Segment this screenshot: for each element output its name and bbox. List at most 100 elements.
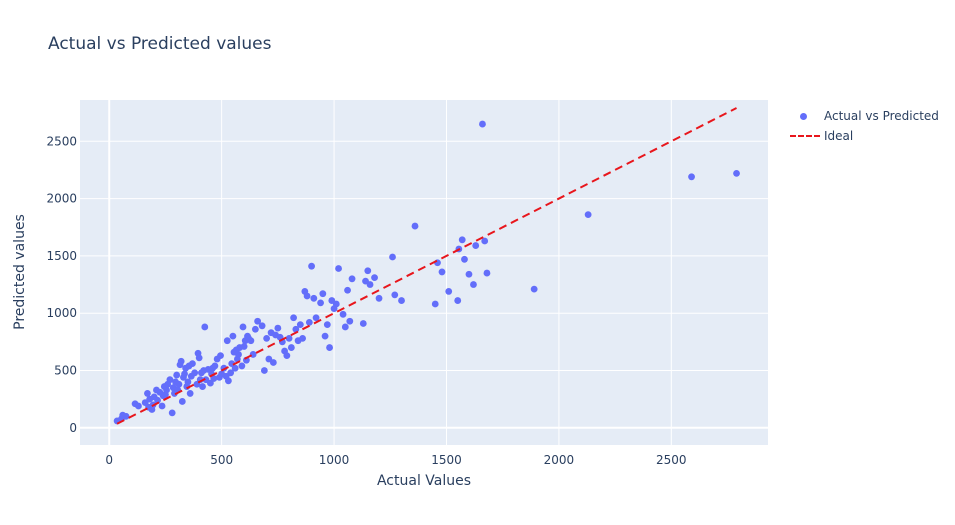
data-point bbox=[303, 292, 311, 300]
data-point bbox=[251, 325, 259, 333]
data-point bbox=[229, 332, 237, 340]
data-point bbox=[163, 386, 170, 394]
data-point bbox=[332, 300, 340, 308]
data-point bbox=[283, 352, 291, 359]
data-point bbox=[326, 344, 333, 351]
y-tick-label: 1000 bbox=[46, 306, 77, 320]
data-point bbox=[389, 253, 396, 261]
data-point bbox=[391, 291, 399, 299]
legend-item-ideal[interactable]: Ideal bbox=[790, 126, 939, 146]
data-point bbox=[231, 364, 239, 372]
data-point bbox=[375, 294, 383, 302]
data-point bbox=[431, 300, 439, 308]
data-point bbox=[733, 169, 740, 177]
data-point bbox=[168, 409, 176, 417]
data-point bbox=[465, 270, 473, 278]
data-point bbox=[454, 297, 462, 304]
data-point bbox=[195, 354, 203, 362]
legend-label-actual: Actual vs Predicted bbox=[824, 109, 939, 123]
y-tick-label: 500 bbox=[54, 363, 77, 377]
data-point bbox=[258, 322, 266, 330]
x-tick-label: 1000 bbox=[319, 453, 350, 467]
legend[interactable]: Actual vs Predicted Ideal bbox=[790, 106, 939, 146]
data-point bbox=[348, 275, 356, 283]
data-point bbox=[341, 323, 349, 331]
data-point bbox=[238, 362, 246, 370]
data-point bbox=[364, 267, 372, 275]
data-point bbox=[371, 274, 378, 282]
data-point bbox=[211, 362, 219, 370]
data-point bbox=[122, 412, 130, 420]
data-point bbox=[217, 352, 224, 359]
data-point bbox=[144, 390, 151, 397]
data-point bbox=[263, 335, 271, 342]
legend-item-actual[interactable]: Actual vs Predicted bbox=[790, 106, 939, 126]
y-tick-label: 2000 bbox=[46, 192, 77, 206]
data-point bbox=[584, 211, 592, 219]
data-point bbox=[308, 262, 315, 270]
data-point bbox=[254, 317, 262, 325]
data-point bbox=[290, 314, 297, 322]
data-point bbox=[224, 377, 232, 385]
data-point bbox=[346, 317, 354, 325]
data-point bbox=[310, 294, 318, 302]
y-tick-label: 1500 bbox=[46, 249, 77, 263]
grid-lines bbox=[80, 100, 768, 445]
x-axis-ticks: 0 500 1000 1500 2000 2500 bbox=[105, 453, 686, 467]
data-point bbox=[530, 285, 538, 293]
data-point bbox=[335, 265, 342, 272]
data-point bbox=[154, 396, 161, 404]
data-point bbox=[227, 369, 235, 377]
data-point bbox=[339, 310, 347, 318]
data-point bbox=[135, 402, 142, 410]
data-point bbox=[359, 320, 367, 327]
data-point bbox=[323, 321, 331, 329]
data-point bbox=[317, 299, 324, 307]
data-point bbox=[201, 323, 209, 331]
data-point bbox=[199, 383, 206, 390]
data-point bbox=[312, 314, 320, 322]
data-point bbox=[158, 402, 166, 410]
data-points bbox=[113, 120, 740, 425]
data-point bbox=[177, 357, 185, 365]
x-tick-label: 1500 bbox=[431, 453, 462, 467]
data-point bbox=[175, 380, 183, 388]
data-point bbox=[470, 281, 477, 288]
data-point bbox=[235, 351, 242, 358]
x-tick-label: 500 bbox=[210, 453, 233, 467]
legend-marker-dot bbox=[790, 106, 820, 126]
data-point bbox=[240, 343, 248, 350]
data-point bbox=[166, 376, 174, 384]
data-point bbox=[189, 360, 196, 368]
data-point bbox=[186, 390, 194, 397]
ideal-line bbox=[116, 107, 737, 425]
data-point bbox=[181, 370, 188, 378]
plot-area bbox=[80, 100, 768, 445]
data-point bbox=[688, 173, 695, 181]
data-point bbox=[210, 375, 218, 382]
data-point bbox=[366, 281, 374, 288]
data-point bbox=[287, 344, 295, 351]
data-point bbox=[321, 332, 329, 340]
chart-title: Actual vs Predicted values bbox=[48, 34, 272, 54]
data-point bbox=[247, 337, 255, 345]
data-point bbox=[445, 288, 453, 295]
data-point bbox=[299, 335, 306, 342]
data-point bbox=[411, 222, 419, 230]
data-point bbox=[285, 335, 293, 342]
data-point bbox=[472, 242, 480, 249]
legend-marker-dashed-line bbox=[790, 126, 820, 146]
data-point bbox=[344, 286, 351, 294]
data-point bbox=[260, 367, 268, 374]
x-tick-label: 0 bbox=[105, 453, 113, 467]
data-point bbox=[274, 324, 282, 332]
data-point bbox=[178, 398, 186, 405]
data-point bbox=[305, 318, 313, 326]
data-point bbox=[461, 255, 468, 263]
data-point bbox=[173, 371, 181, 379]
x-axis-label: Actual Values bbox=[377, 473, 471, 489]
y-axis-label: Predicted values bbox=[12, 214, 28, 330]
data-point bbox=[458, 236, 466, 244]
data-point bbox=[481, 237, 489, 245]
